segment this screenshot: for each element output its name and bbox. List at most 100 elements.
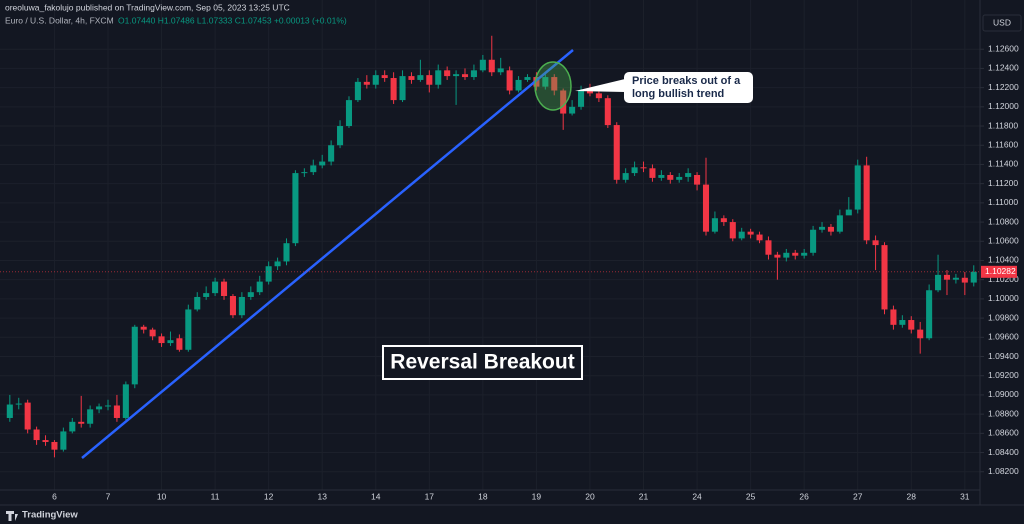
candle-body — [667, 175, 674, 180]
candle-body — [711, 218, 718, 232]
x-tick-label: 25 — [746, 491, 756, 501]
candle-body — [640, 167, 647, 169]
candle-body — [319, 161, 326, 166]
candle-body — [363, 81, 370, 85]
callout-box — [624, 72, 753, 103]
ohlc-summary: O1.07440 H1.07486 L1.07333 C1.07453 +0.0… — [118, 15, 347, 25]
y-tick-label: 1.09600 — [988, 332, 1019, 342]
candle-body — [60, 431, 67, 450]
candle-body — [899, 320, 906, 325]
candle-body — [435, 70, 442, 85]
candle-body — [702, 184, 710, 232]
candle-body — [961, 277, 968, 283]
y-tick-label: 1.11200 — [988, 178, 1018, 188]
candle-body — [881, 245, 888, 310]
candle-body — [943, 274, 951, 280]
candle-body — [872, 240, 879, 246]
brand-logo[interactable] — [6, 511, 18, 521]
x-tick-label: 17 — [425, 491, 435, 501]
x-tick-label: 21 — [639, 491, 649, 501]
candle-body — [578, 90, 585, 107]
candle-body — [444, 70, 451, 77]
candle-body — [292, 173, 299, 244]
candle-body — [863, 165, 870, 241]
x-tick-label: 7 — [106, 491, 111, 501]
candle-body — [247, 292, 254, 297]
publisher: oreoluwa_fakolujo published on TradingVi… — [5, 2, 290, 12]
trend-line — [81, 49, 574, 459]
candle-body — [167, 340, 174, 344]
y-tick-label: 1.10600 — [988, 236, 1019, 246]
candle-body — [613, 125, 620, 180]
x-tick-label: 27 — [853, 491, 863, 501]
brand[interactable]: TradingView — [22, 510, 78, 521]
candle-body — [488, 59, 495, 73]
candle-body — [604, 98, 611, 126]
candle-body — [908, 320, 915, 330]
candle-body — [595, 93, 602, 99]
y-tick-label: 1.10800 — [988, 216, 1019, 226]
candle-body — [140, 326, 147, 330]
candle-body — [818, 226, 826, 230]
candle-body — [765, 240, 772, 255]
candle-body — [203, 293, 210, 297]
y-tick-label: 1.09800 — [988, 312, 1019, 322]
candle-body — [185, 309, 192, 350]
candle-body — [6, 404, 13, 418]
candle-body — [694, 175, 701, 185]
candle-body — [310, 165, 317, 173]
y-tick-label: 1.11400 — [988, 159, 1018, 169]
label-box — [382, 345, 583, 380]
candle-body — [783, 252, 790, 258]
candle-body — [792, 252, 799, 256]
candle-body — [685, 173, 692, 177]
candle-body — [890, 309, 897, 325]
y-tick-label: 1.11000 — [988, 197, 1018, 207]
callout-pointer — [575, 79, 625, 92]
candle-body — [827, 226, 834, 232]
x-tick-label: 14 — [371, 491, 381, 501]
x-tick-label: 20 — [585, 491, 595, 501]
x-tick-label: 10 — [157, 491, 167, 501]
candle-body — [631, 167, 638, 174]
candle-body — [810, 229, 817, 253]
candle-body — [497, 68, 504, 73]
currency[interactable]: USD — [993, 17, 1011, 27]
candle-body — [131, 326, 138, 385]
candle-body — [265, 266, 272, 282]
x-tick-label: 12 — [264, 491, 274, 501]
candle-body — [676, 176, 683, 180]
candle-body — [926, 290, 933, 339]
candle-body — [470, 70, 477, 78]
candle-body — [935, 274, 942, 291]
candle-body — [729, 222, 736, 239]
y-tick-label: 1.12600 — [988, 43, 1019, 53]
currency-box[interactable] — [982, 14, 1022, 32]
candle-body — [658, 175, 665, 178]
candle-body — [274, 261, 281, 267]
callout-text: long bullish trend — [632, 88, 724, 100]
candle-body — [622, 173, 629, 180]
candle-body — [506, 70, 513, 91]
y-tick-label: 1.10400 — [988, 255, 1019, 265]
x-tick-label: 13 — [317, 491, 327, 501]
candle-body — [649, 168, 656, 178]
x-tick-label: 6 — [52, 491, 57, 501]
candle-body — [542, 77, 549, 87]
candle-body — [774, 254, 781, 258]
candle-body — [337, 126, 344, 146]
candle-body — [372, 75, 379, 85]
y-tick-label: 1.12000 — [988, 101, 1019, 111]
y-tick-label: 1.08600 — [988, 428, 1019, 438]
candle-body — [461, 74, 469, 78]
candle-body — [104, 405, 112, 407]
candle-body — [149, 329, 156, 337]
y-tick-label: 1.09000 — [988, 389, 1019, 399]
candle-body — [417, 75, 424, 80]
candle-body — [212, 281, 219, 294]
candle-body — [408, 76, 415, 80]
candle-body — [551, 77, 558, 91]
candle-body — [176, 338, 183, 350]
y-tick-label: 1.10200 — [988, 274, 1019, 284]
symbol: Euro / U.S. Dollar, 4h, FXCM — [5, 15, 114, 25]
